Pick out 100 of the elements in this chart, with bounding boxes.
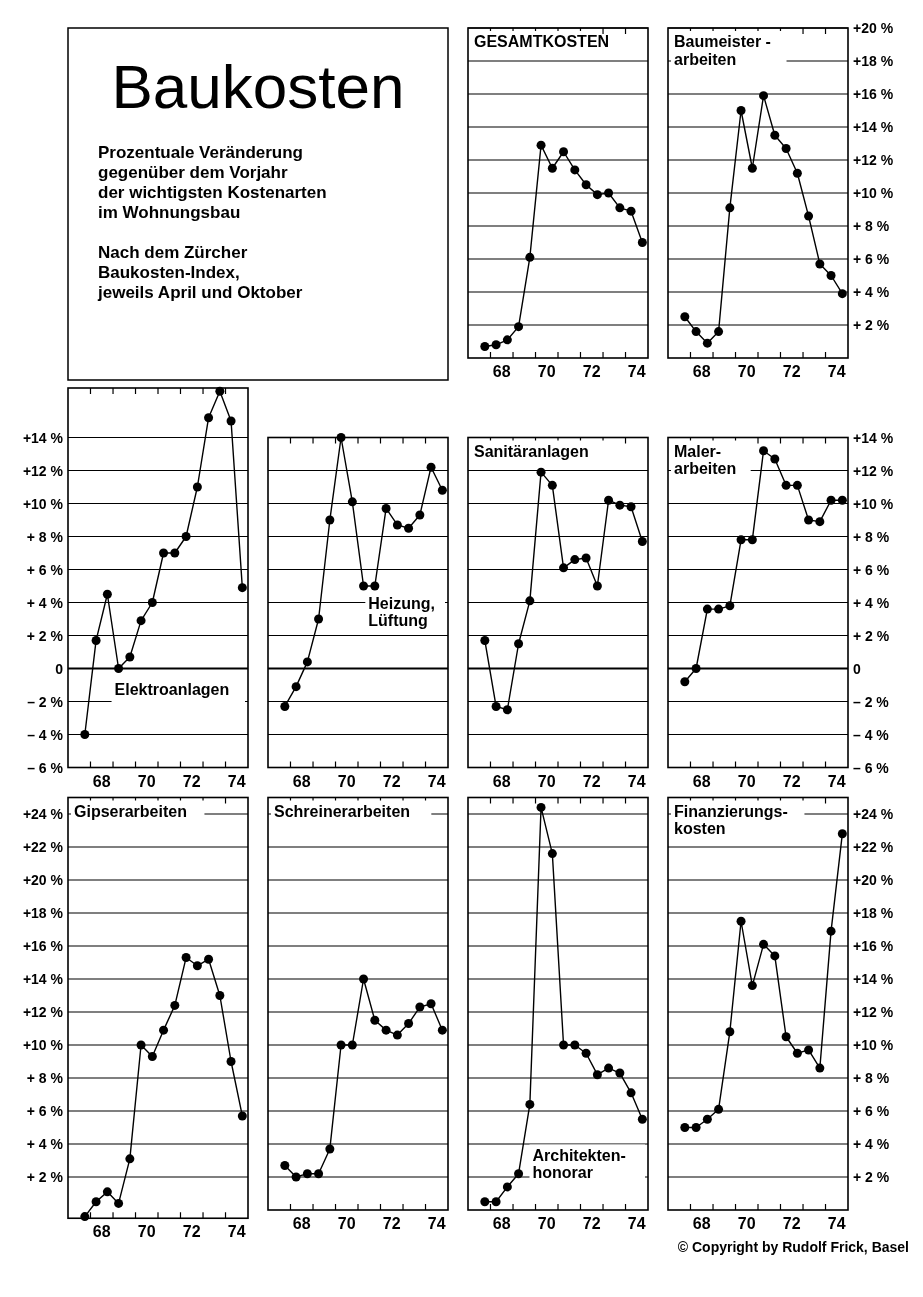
x-tick-label: 70 bbox=[137, 1223, 156, 1241]
point bbox=[415, 510, 425, 520]
x-tick-label: 70 bbox=[737, 363, 756, 380]
x-tick-label: 70 bbox=[537, 772, 556, 790]
x-tick-label: 70 bbox=[537, 1215, 556, 1232]
point bbox=[815, 259, 825, 269]
text: Baukosten bbox=[111, 52, 405, 121]
point bbox=[570, 555, 580, 565]
point bbox=[359, 974, 369, 984]
point bbox=[381, 503, 391, 513]
point bbox=[102, 1187, 112, 1197]
y-tick-label: +10 % bbox=[853, 495, 894, 512]
y-tick-label: +12 % bbox=[853, 1004, 894, 1020]
point bbox=[181, 532, 191, 541]
x-tick-label: 72 bbox=[382, 772, 401, 790]
point bbox=[837, 829, 847, 839]
point bbox=[359, 581, 369, 591]
point bbox=[792, 1048, 802, 1058]
y-tick-label: +12 % bbox=[22, 1004, 64, 1020]
x-tick-label: 72 bbox=[582, 363, 601, 380]
point bbox=[770, 951, 780, 961]
point bbox=[336, 1040, 346, 1050]
point bbox=[592, 1070, 602, 1080]
point bbox=[159, 548, 169, 558]
point bbox=[147, 598, 157, 607]
chart-title: Schreinerarbeiten bbox=[274, 802, 411, 820]
point bbox=[759, 446, 769, 456]
y-tick-label: + 2 % bbox=[26, 627, 64, 644]
point bbox=[604, 495, 614, 505]
point bbox=[626, 206, 636, 216]
y-tick-label: + 6 % bbox=[853, 251, 890, 267]
x-tick-label: 74 bbox=[227, 772, 246, 790]
x-tick-label: 70 bbox=[337, 1215, 356, 1232]
point bbox=[480, 635, 490, 645]
point bbox=[637, 536, 647, 546]
y-tick-label: + 8 % bbox=[26, 528, 64, 545]
point bbox=[781, 1032, 791, 1042]
y-tick-label: + 4 % bbox=[853, 284, 890, 300]
text: Baumeister - arbeiten bbox=[674, 33, 771, 68]
y-tick-label: 0 bbox=[55, 660, 64, 677]
point bbox=[759, 939, 769, 949]
x-tick-label: 70 bbox=[337, 772, 356, 790]
point bbox=[714, 327, 724, 337]
point bbox=[781, 143, 791, 153]
text: Heizung, Lüftung bbox=[368, 594, 435, 630]
point bbox=[502, 1182, 512, 1192]
y-tick-label: – 2 % bbox=[853, 693, 890, 710]
x-tick-label: 74 bbox=[827, 1215, 846, 1232]
x-tick-label: 70 bbox=[537, 363, 556, 380]
point bbox=[502, 335, 512, 345]
point bbox=[604, 188, 614, 198]
y-tick-label: +10 % bbox=[22, 495, 64, 512]
point bbox=[581, 553, 591, 563]
x-tick-label: 74 bbox=[827, 363, 846, 380]
y-tick-label: +16 % bbox=[853, 86, 894, 102]
x-tick-label: 68 bbox=[292, 772, 311, 790]
x-tick-label: 72 bbox=[182, 772, 201, 790]
point bbox=[680, 1123, 690, 1132]
point bbox=[837, 289, 847, 299]
point bbox=[547, 849, 557, 859]
point bbox=[192, 482, 202, 492]
y-tick-label: +14 % bbox=[853, 971, 894, 987]
point bbox=[325, 515, 335, 525]
point bbox=[226, 416, 236, 426]
x-tick-label: 74 bbox=[627, 1215, 646, 1232]
point bbox=[691, 1123, 701, 1132]
x-tick-label: 68 bbox=[492, 772, 511, 790]
x-tick-label: 72 bbox=[382, 1215, 401, 1232]
point bbox=[804, 1045, 814, 1055]
x-tick-label: 68 bbox=[692, 363, 711, 380]
y-tick-label: +24 % bbox=[853, 806, 894, 822]
point bbox=[280, 701, 290, 711]
x-tick-label: 68 bbox=[92, 772, 111, 790]
text: Architekten- honorar bbox=[532, 1146, 626, 1182]
point bbox=[702, 604, 712, 614]
point bbox=[491, 1197, 501, 1207]
x-tick-label: 74 bbox=[627, 363, 646, 380]
point bbox=[437, 1025, 447, 1035]
point bbox=[770, 454, 780, 464]
y-tick-label: +24 % bbox=[22, 806, 64, 822]
point bbox=[637, 1114, 647, 1124]
point bbox=[581, 180, 591, 190]
point bbox=[536, 140, 546, 150]
y-tick-label: +16 % bbox=[853, 938, 894, 954]
point bbox=[381, 1025, 391, 1035]
point bbox=[147, 1052, 157, 1062]
y-tick-label: + 6 % bbox=[26, 561, 64, 578]
y-tick-label: +14 % bbox=[853, 429, 894, 446]
x-tick-label: 68 bbox=[292, 1215, 311, 1232]
x-tick-label: 72 bbox=[582, 772, 601, 790]
point bbox=[392, 520, 402, 530]
point bbox=[204, 413, 214, 423]
y-tick-label: +14 % bbox=[22, 429, 64, 446]
point bbox=[536, 802, 546, 812]
point bbox=[826, 495, 836, 505]
point bbox=[491, 701, 501, 711]
point bbox=[747, 535, 757, 545]
point bbox=[714, 604, 724, 614]
point bbox=[781, 480, 791, 490]
x-tick-label: 74 bbox=[427, 772, 446, 790]
